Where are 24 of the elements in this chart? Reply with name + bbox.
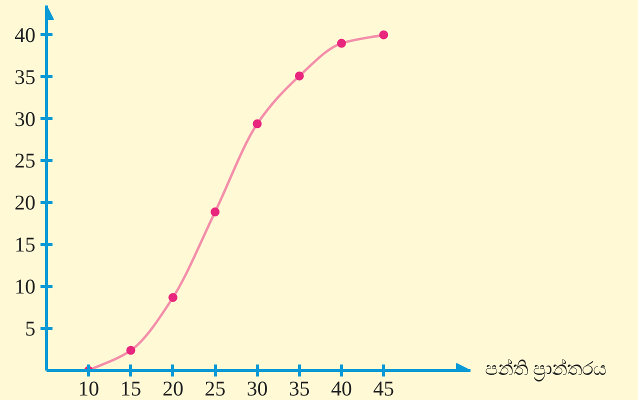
x-tick-label: 25 xyxy=(204,376,226,400)
y-tick-label: 40 xyxy=(14,22,36,47)
y-tick-label: 5 xyxy=(25,316,36,341)
x-tick-label: 30 xyxy=(246,376,268,400)
y-tick-label: 25 xyxy=(14,148,36,173)
point xyxy=(337,38,346,48)
x-tick-label: 20 xyxy=(162,376,184,400)
x-tick-label: 45 xyxy=(373,376,394,400)
point xyxy=(294,71,304,80)
point xyxy=(126,346,136,355)
y-tick-label: 30 xyxy=(14,106,36,131)
point xyxy=(252,119,262,128)
y-tick-label: 10 xyxy=(14,274,36,299)
y-tick-label: 15 xyxy=(14,232,36,257)
x-tick-label: 35 xyxy=(288,376,310,400)
x-tick-label: 10 xyxy=(78,376,100,400)
x-tick-label: 40 xyxy=(331,376,352,400)
point xyxy=(379,30,388,40)
point xyxy=(168,293,178,302)
y-tick-label: 20 xyxy=(14,190,36,215)
x-axis-title: පන්ති ප්‍රාන්තරය xyxy=(485,358,607,384)
x-tick-label: 15 xyxy=(120,376,142,400)
y-tick-label: 35 xyxy=(14,64,36,89)
point xyxy=(210,207,220,216)
